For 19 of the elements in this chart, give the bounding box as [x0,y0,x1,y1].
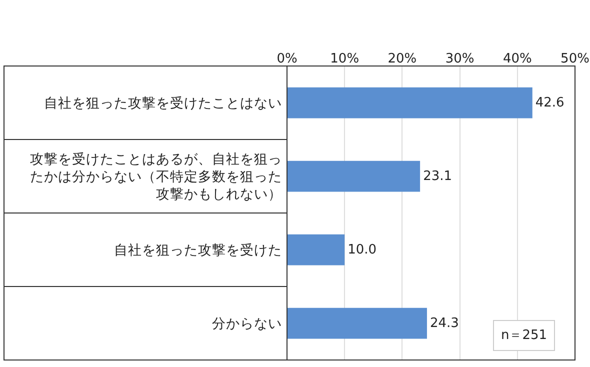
x-tick-label: 40% [502,51,532,66]
y-tick-label: 自社を狙った攻撃を受けたことはない [44,95,282,112]
x-tick-label: 20% [388,51,417,66]
x-tick-label: 30% [445,51,474,66]
annotation: n＝251 [501,328,548,343]
x-tick-label: 10% [330,51,360,66]
x-tick-label: 50% [560,51,590,66]
bar [287,160,420,192]
bar [287,234,345,266]
y-tick-label: 攻撃を受けたことはあるが、自社を狙ったかは分からない（不特定多数を狙った攻撃かもしれない） [30,151,282,203]
y-tick-label: 自社を狙った攻撃を受けた [114,242,282,258]
data-label: 42.6 [535,95,564,110]
data-label: 23.1 [423,168,452,184]
bar [287,308,427,339]
y-tick-label: 分からない [212,316,282,332]
x-tick-label: 0% [276,51,298,66]
bar [287,87,532,118]
data-label: 24.3 [430,316,459,331]
data-label: 10.0 [348,242,377,258]
